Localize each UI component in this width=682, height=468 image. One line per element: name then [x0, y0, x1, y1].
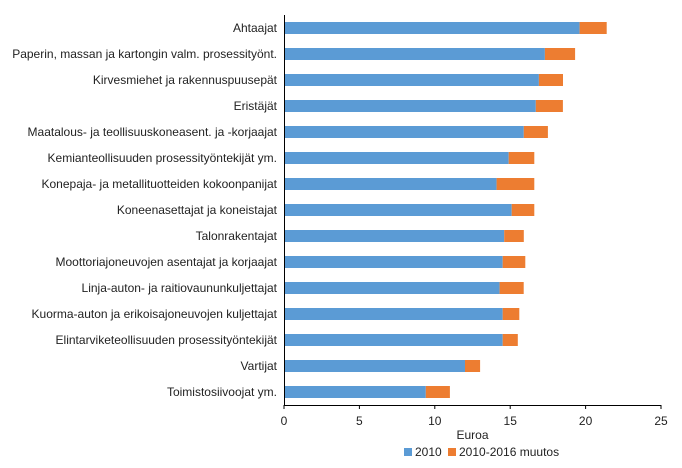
bar-2010-14 [284, 386, 426, 398]
category-label: Kuorma-auton ja erikoisajoneuvojen kulje… [32, 307, 278, 321]
bar-2010-11 [284, 308, 503, 320]
category-label: Vartijat [241, 359, 278, 373]
legend-swatch-2010 [404, 448, 412, 456]
bar-2010-2 [284, 74, 539, 86]
bar-2010-2016-muutos-4 [523, 126, 548, 138]
legend-label-change: 2010-2016 muutos [459, 445, 559, 459]
bar-2010-2016-muutos-3 [535, 100, 563, 112]
category-label: Eristäjät [234, 99, 278, 113]
bar-2010-2016-muutos-7 [511, 204, 535, 216]
x-tick-label: 0 [281, 414, 288, 428]
bar-2010-2016-muutos-2 [538, 74, 563, 86]
bar-2010-13 [284, 360, 465, 372]
category-label: Elintarviketeollisuuden prosessityönteki… [56, 333, 278, 347]
x-tick-label: 15 [504, 414, 518, 428]
category-label: Kemianteollisuuden prosessityöntekijät y… [48, 151, 277, 165]
bar-2010-0 [284, 22, 580, 34]
x-tick-label: 5 [356, 414, 363, 428]
bar-2010-5 [284, 152, 509, 164]
bar-2010-2016-muutos-11 [502, 308, 520, 320]
bar-2010-2016-muutos-0 [579, 22, 607, 34]
bar-2010-2016-muutos-1 [544, 48, 576, 60]
bar-2010-4 [284, 126, 524, 138]
legend-swatch-change [448, 448, 456, 456]
x-tick-label: 25 [654, 414, 668, 428]
legend-label-2010: 2010 [415, 445, 442, 459]
bar-2010-2016-muutos-14 [425, 386, 450, 398]
bar-2010-2016-muutos-5 [508, 152, 535, 164]
category-label: Toimistosiivoojat ym. [167, 385, 277, 399]
bar-2010-2016-muutos-6 [496, 178, 535, 190]
bar-2010-7 [284, 204, 512, 216]
category-labels: Ahtaajat Paperin, massan ja kartongin val… [12, 21, 277, 399]
category-label: Koneenasettajat ja koneistajat [117, 203, 278, 217]
category-label: Konepaja- ja metallituotteiden kokoonpan… [42, 177, 278, 191]
x-axis-title: Euroa [456, 428, 488, 442]
bar-2010-1 [284, 48, 545, 60]
bar-2010-2016-muutos-8 [504, 230, 524, 242]
category-label: Linja-auton- ja raitiovaununkuljettajat [82, 281, 278, 295]
category-label: Paperin, massan ja kartongin valm. prose… [12, 47, 277, 61]
category-label: Maatalous- ja teollisuuskoneasent. ja -k… [28, 125, 278, 139]
bar-2010-3 [284, 100, 536, 112]
x-axis-ticks: 0 5 10 15 20 25 [281, 405, 668, 428]
bar-2010-12 [284, 334, 503, 346]
x-tick-label: 10 [428, 414, 442, 428]
bar-2010-8 [284, 230, 505, 242]
category-label: Kirvesmiehet ja rakennuspuusepät [93, 73, 278, 87]
x-tick-label: 20 [579, 414, 593, 428]
bar-2010-2016-muutos-13 [465, 360, 481, 372]
bar-2010-2016-muutos-12 [502, 334, 518, 346]
bars-group [284, 22, 607, 398]
category-label: Moottoriajoneuvojen asentajat ja korjaaj… [56, 255, 278, 269]
bar-2010-10 [284, 282, 500, 294]
bar-2010-6 [284, 178, 497, 190]
bar-2010-2016-muutos-10 [499, 282, 524, 294]
bar-2010-2016-muutos-9 [502, 256, 526, 268]
bar-2010-9 [284, 256, 503, 268]
category-label: Ahtaajat [233, 21, 278, 35]
category-label: Talonrakentajat [196, 229, 278, 243]
legend: 2010 2010-2016 muutos [404, 445, 559, 459]
